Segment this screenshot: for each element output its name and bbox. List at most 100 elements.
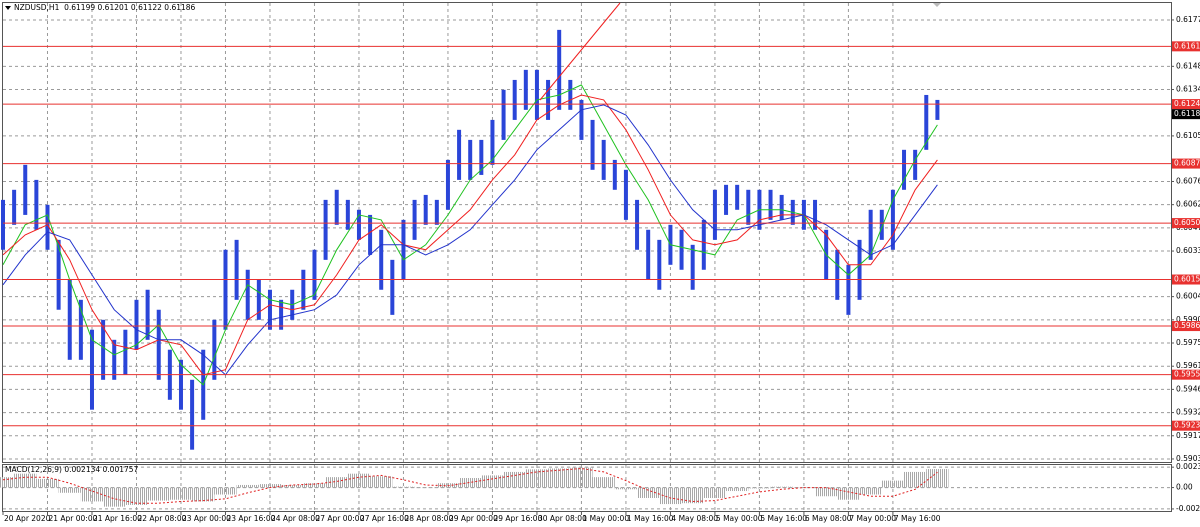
x-tick-label: 27 Apr 16:00 bbox=[360, 514, 409, 523]
price-bar bbox=[434, 199, 439, 225]
price-bar bbox=[178, 359, 183, 410]
macd-bar bbox=[681, 487, 704, 504]
price-bar bbox=[356, 209, 361, 240]
macd-bar bbox=[904, 471, 927, 488]
level-label: 0.59238 bbox=[1174, 421, 1200, 430]
price-bar bbox=[534, 69, 539, 120]
y-tick-label: 0.59755 bbox=[1176, 338, 1200, 347]
x-tick-label: 21 Apr 00:00 bbox=[48, 514, 97, 523]
price-bar bbox=[190, 379, 195, 450]
plot-layer bbox=[0, 3, 1171, 511]
moving-average-line bbox=[2, 84, 938, 386]
price-bar bbox=[690, 244, 695, 290]
macd-bar bbox=[392, 486, 415, 488]
price-bar bbox=[379, 229, 384, 290]
price-bar bbox=[646, 229, 651, 280]
price-bar bbox=[579, 99, 584, 140]
price-bar bbox=[23, 164, 28, 215]
y-tick-label: 0.60765 bbox=[1176, 176, 1200, 185]
price-bar bbox=[902, 149, 907, 190]
price-bar bbox=[145, 289, 150, 340]
price-bar bbox=[390, 259, 395, 315]
level-tag bbox=[1172, 274, 1200, 285]
macd-bar bbox=[214, 487, 237, 495]
price-bar bbox=[56, 239, 61, 310]
y-tick-label: 0.00 bbox=[1176, 483, 1193, 492]
price-bar bbox=[34, 179, 39, 230]
level-tag bbox=[1172, 218, 1200, 229]
level-label: 0.59861 bbox=[1174, 321, 1200, 330]
x-tick-label: 4 May 08:00 bbox=[671, 514, 718, 523]
y-tick-label: 0.59175 bbox=[1176, 431, 1200, 440]
price-bar bbox=[546, 79, 551, 120]
price-bar bbox=[89, 329, 94, 410]
macd-bar bbox=[414, 487, 437, 489]
price-bar bbox=[334, 189, 339, 225]
macd-bar bbox=[258, 484, 282, 488]
price-bar bbox=[635, 199, 640, 250]
macd-bar bbox=[570, 467, 593, 488]
x-tick-label: 1 May 00:00 bbox=[582, 514, 629, 523]
price-bar bbox=[156, 309, 161, 380]
level-tag bbox=[1172, 420, 1200, 431]
price-bar bbox=[612, 159, 617, 190]
macd-bar bbox=[459, 478, 482, 488]
x-tick-label: 1 May 16:00 bbox=[627, 514, 674, 523]
macd-bar bbox=[14, 473, 37, 488]
price-bar bbox=[412, 199, 417, 240]
macd-bar bbox=[659, 487, 682, 505]
price-bar bbox=[256, 279, 261, 320]
macd-bar bbox=[36, 478, 59, 488]
x-tick-label: 6 May 08:00 bbox=[805, 514, 852, 523]
price-bar bbox=[701, 219, 706, 270]
price-bar bbox=[401, 219, 406, 280]
price-bar bbox=[490, 119, 495, 165]
macd-bar bbox=[481, 475, 504, 488]
symbol-menu-arrow[interactable] bbox=[5, 6, 11, 10]
moving-average-line bbox=[2, 104, 938, 376]
macd-bar bbox=[748, 487, 771, 489]
price-bar bbox=[323, 199, 328, 260]
price-bar bbox=[445, 159, 450, 210]
price-bar bbox=[768, 189, 773, 220]
macd-bar bbox=[192, 487, 215, 502]
macd-bar bbox=[370, 476, 393, 488]
macd-bar bbox=[614, 487, 638, 490]
price-bar bbox=[312, 249, 317, 300]
x-tick-label: 5 May 16:00 bbox=[760, 514, 807, 523]
price-bar bbox=[568, 79, 573, 110]
price-bar bbox=[245, 269, 250, 320]
x-tick-label: 27 Apr 00:00 bbox=[315, 514, 364, 523]
trend-line bbox=[539, 2, 621, 101]
price-bar bbox=[846, 264, 851, 315]
price-bar bbox=[623, 169, 628, 220]
last-price-tag bbox=[1172, 109, 1200, 120]
level-tag bbox=[1172, 41, 1200, 52]
level-tag bbox=[1172, 369, 1200, 380]
shift-marker bbox=[933, 3, 941, 7]
macd-bar bbox=[770, 486, 793, 488]
price-bar bbox=[423, 194, 428, 225]
macd-bar bbox=[637, 487, 660, 498]
level-label: 0.61249 bbox=[1174, 99, 1200, 108]
x-tick-label: 22 Apr 08:00 bbox=[137, 514, 186, 523]
macd-bar bbox=[926, 469, 949, 488]
level-label: 0.60152 bbox=[1174, 275, 1200, 284]
price-bar bbox=[879, 209, 884, 240]
macd-bar bbox=[169, 487, 193, 500]
x-tick-label: 28 Apr 08:00 bbox=[404, 514, 453, 523]
x-tick-label: 30 Apr 08:00 bbox=[538, 514, 587, 523]
level-tag bbox=[1172, 158, 1200, 169]
price-bar bbox=[868, 209, 873, 260]
level-label: 0.59557 bbox=[1174, 370, 1200, 379]
price-bar bbox=[501, 89, 506, 140]
y-tick-label: 0.60045 bbox=[1176, 292, 1200, 301]
